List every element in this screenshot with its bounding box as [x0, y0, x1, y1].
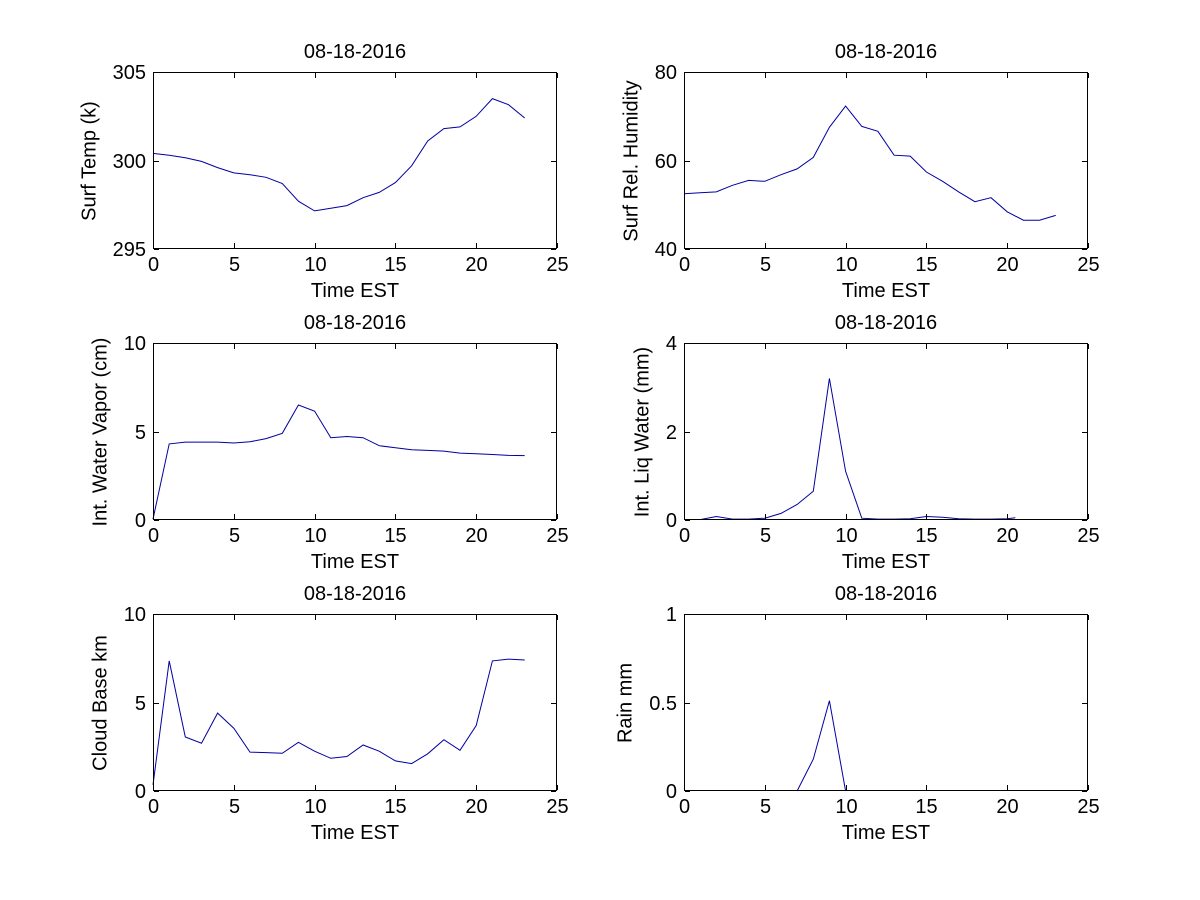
x-tick-label: 15	[384, 525, 407, 547]
x-axis-label: Time EST	[310, 280, 400, 302]
x-tick-label: 20	[465, 525, 488, 547]
x-tick-label: 25	[546, 254, 569, 276]
plot-area	[152, 614, 558, 792]
plot-title: 08-18-2016	[834, 41, 938, 63]
y-tick-label: 295	[112, 238, 146, 261]
y-tick-label: 10	[123, 332, 146, 355]
y-tick-label: 0	[665, 509, 677, 532]
subplot-cloud-base: 08-18-2016 Cloud Base km Time EST 0 5 10 15…	[90, 583, 569, 844]
x-tick-label: 25	[1077, 796, 1100, 818]
y-tick-label: 80	[654, 61, 677, 84]
x-tick-label: 25	[546, 525, 569, 547]
x-tick-label: 5	[228, 525, 241, 547]
y-tick-label: 10	[123, 603, 146, 626]
y-tick-label: 40	[654, 238, 677, 261]
y-tick-label: 1	[665, 603, 677, 626]
x-tick-label: 0	[147, 796, 160, 818]
x-tick-label: 20	[465, 254, 488, 276]
plot-title: 08-18-2016	[834, 583, 938, 605]
x-tick-label: 10	[835, 254, 858, 276]
x-axis-label: Time EST	[841, 551, 931, 573]
x-tick-label: 15	[384, 796, 407, 818]
subplot-int-water-vapor: 08-18-2016 Int. Water Vapor (cm) Time ES…	[90, 312, 569, 573]
x-axis-label: Time EST	[841, 280, 931, 302]
y-tick-label: 5	[134, 692, 146, 715]
y-tick-label: 305	[112, 61, 146, 84]
x-tick-label: 0	[147, 525, 160, 547]
x-tick-label: 15	[915, 796, 938, 818]
y-tick-label: 0	[665, 780, 677, 803]
plot-area	[152, 72, 558, 250]
x-axis-label: Time EST	[310, 551, 400, 573]
x-tick-label: 0	[678, 254, 691, 276]
x-tick-label: 15	[915, 525, 938, 547]
x-tick-label: 10	[304, 796, 327, 818]
plot-title: 08-18-2016	[303, 41, 407, 63]
plot-title: 08-18-2016	[303, 312, 407, 334]
x-tick-label: 25	[546, 796, 569, 818]
x-tick-label: 25	[1077, 525, 1100, 547]
x-tick-label: 20	[996, 796, 1019, 818]
subplot-surf-temp: 08-18-2016 Surf Temp (k) Time EST 0 5 10 15…	[79, 41, 569, 302]
x-axis-label: Time EST	[841, 822, 931, 844]
x-tick-label: 5	[228, 254, 241, 276]
subplot-surf-rel-humidity: 08-18-2016 Surf Rel. Humidity Time EST 0…	[621, 41, 1100, 302]
x-tick-label: 5	[228, 796, 241, 818]
y-tick-label: 0.5	[649, 692, 677, 715]
plot-area	[684, 343, 1089, 521]
x-tick-label: 15	[384, 254, 407, 276]
x-tick-label: 20	[465, 796, 488, 818]
subplot-int-liq-water: 08-18-2016 Int. Liq Water (mm) Time EST …	[632, 312, 1100, 573]
y-tick-label: 0	[134, 780, 146, 803]
x-tick-label: 5	[759, 796, 772, 818]
x-tick-label: 0	[678, 525, 691, 547]
plot-area	[684, 614, 1089, 792]
x-tick-label: 0	[147, 254, 160, 276]
y-tick-label: 2	[665, 421, 677, 444]
x-tick-label: 15	[915, 254, 938, 276]
x-axis-label: Time EST	[310, 822, 400, 844]
y-tick-label: 300	[112, 150, 146, 173]
x-tick-label: 20	[996, 254, 1019, 276]
x-tick-label: 10	[304, 254, 327, 276]
x-tick-label: 10	[835, 525, 858, 547]
x-tick-label: 5	[759, 254, 772, 276]
plot-area	[152, 343, 558, 521]
plot-title: 08-18-2016	[834, 312, 938, 334]
x-tick-label: 5	[759, 525, 772, 547]
x-tick-label: 20	[996, 525, 1019, 547]
y-tick-label: 4	[665, 332, 677, 355]
subplot-rain: 08-18-2016 Rain mm Time EST 0 5 10 15 20 25 0 0…	[615, 583, 1100, 844]
x-tick-label: 10	[835, 796, 858, 818]
x-tick-label: 0	[678, 796, 691, 818]
x-tick-label: 10	[304, 525, 327, 547]
x-tick-label: 25	[1077, 254, 1100, 276]
y-tick-label: 60	[654, 150, 677, 173]
plot-area	[683, 72, 1089, 250]
y-tick-label: 0	[134, 509, 146, 532]
plot-title: 08-18-2016	[303, 583, 407, 605]
y-tick-label: 5	[134, 421, 146, 444]
